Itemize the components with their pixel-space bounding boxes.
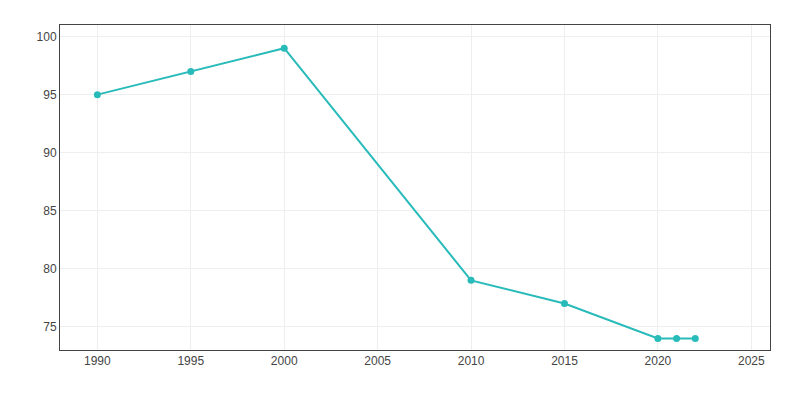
- svg-text:100: 100: [37, 30, 57, 44]
- svg-text:2010: 2010: [458, 354, 485, 368]
- svg-text:85: 85: [43, 204, 57, 218]
- svg-text:2005: 2005: [364, 354, 391, 368]
- svg-text:1995: 1995: [177, 354, 204, 368]
- svg-text:80: 80: [43, 262, 57, 276]
- svg-text:90: 90: [43, 146, 57, 160]
- svg-text:2000: 2000: [271, 354, 298, 368]
- svg-text:1990: 1990: [84, 354, 111, 368]
- svg-text:95: 95: [43, 88, 57, 102]
- svg-text:2020: 2020: [645, 354, 672, 368]
- svg-text:2025: 2025: [738, 354, 765, 368]
- svg-text:75: 75: [43, 320, 57, 334]
- svg-text:2015: 2015: [551, 354, 578, 368]
